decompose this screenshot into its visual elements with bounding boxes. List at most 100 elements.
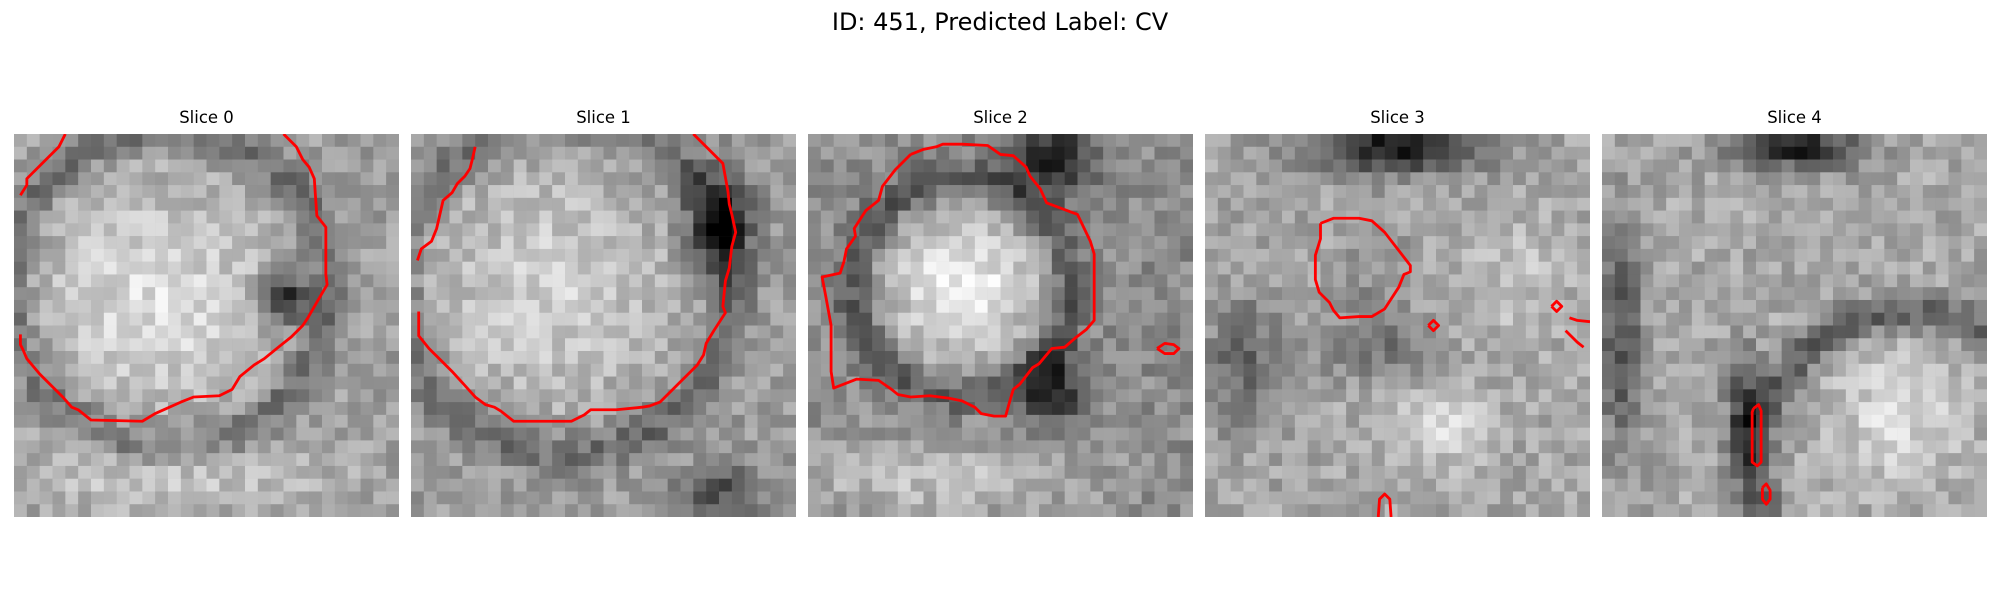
pixel-cell (616, 197, 630, 211)
pixel-cell (1154, 134, 1168, 148)
pixel-cell (1167, 325, 1181, 339)
pixel-cell (1602, 261, 1616, 275)
pixel-cell (859, 172, 873, 186)
pixel-cell (1217, 414, 1231, 428)
pixel-cell (462, 185, 476, 199)
pixel-cell (1359, 389, 1373, 403)
pixel-cell (744, 389, 758, 403)
pixel-cell (1320, 223, 1334, 237)
pixel-cell (808, 210, 822, 224)
pixel-cell (1974, 261, 1987, 275)
pixel-cell (39, 491, 53, 505)
pixel-cell (1384, 338, 1398, 352)
pixel-cell (1077, 274, 1091, 288)
pixel-cell (923, 478, 937, 492)
pixel-cell (706, 312, 720, 326)
pixel-cell (219, 376, 233, 390)
pixel-cell (1961, 312, 1975, 326)
pixel-cell (500, 478, 514, 492)
pixel-cell (1577, 402, 1590, 416)
pixel-cell (386, 351, 399, 365)
pixel-cell (1627, 325, 1641, 339)
pixel-cell (539, 236, 553, 250)
pixel-cell (949, 363, 963, 377)
pixel-cell (1961, 351, 1975, 365)
pixel-cell (770, 223, 784, 237)
pixel-cell (1000, 261, 1014, 275)
pixel-cell (808, 134, 822, 148)
pixel-cell (91, 491, 105, 505)
pixel-cell (283, 210, 297, 224)
pixel-cell (833, 299, 847, 313)
pixel-cell (885, 453, 899, 467)
pixel-cell (1935, 414, 1949, 428)
pixel-cell (744, 363, 758, 377)
pixel-cell (808, 248, 822, 262)
pixel-cell (270, 134, 284, 148)
pixel-cell (142, 453, 156, 467)
pixel-cell (180, 197, 194, 211)
pixel-cell (1768, 478, 1782, 492)
pixel-cell (1948, 236, 1962, 250)
pixel-cell (693, 159, 707, 173)
pixel-cell (373, 504, 387, 517)
pixel-cell (411, 414, 425, 428)
pixel-cell (1090, 427, 1104, 441)
pixel-cell (577, 299, 591, 313)
pixel-cell (1000, 134, 1014, 148)
pixel-cell (1256, 210, 1270, 224)
pixel-cell (14, 274, 28, 288)
pixel-cell (1256, 299, 1270, 313)
pixel-cell (1653, 223, 1667, 237)
pixel-cell (1794, 146, 1808, 160)
pixel-cell (1116, 465, 1130, 479)
pixel-cell (1397, 325, 1411, 339)
slice-panel-3: Slice 3 (1205, 108, 1590, 520)
pixel-cell (808, 453, 822, 467)
pixel-cell (360, 172, 374, 186)
pixel-cell (1282, 185, 1296, 199)
pixel-cell (603, 287, 617, 301)
pixel-cell (885, 478, 899, 492)
pixel-cell (78, 478, 92, 492)
pixel-cell (1217, 363, 1231, 377)
pixel-cell (1320, 236, 1334, 250)
pixel-cell (1423, 504, 1437, 517)
pixel-cell (347, 376, 361, 390)
pixel-cell (78, 491, 92, 505)
pixel-cell (1346, 376, 1360, 390)
pixel-cell (462, 338, 476, 352)
pixel-cell (1974, 223, 1987, 237)
pixel-cell (1807, 299, 1821, 313)
pixel-cell (411, 427, 425, 441)
pixel-cell (603, 465, 617, 479)
pixel-cell (423, 376, 437, 390)
pixel-cell (1935, 338, 1949, 352)
pixel-cell (296, 197, 310, 211)
pixel-cell (488, 453, 502, 467)
pixel-cell (1230, 312, 1244, 326)
pixel-cell (283, 440, 297, 454)
pixel-cell (219, 236, 233, 250)
pixel-cell (1666, 402, 1680, 416)
pixel-cell (1577, 261, 1590, 275)
pixel-cell (373, 414, 387, 428)
contour-line (1569, 316, 1590, 324)
pixel-cell (309, 427, 323, 441)
pixel-cell (1653, 134, 1667, 148)
pixel-cell (820, 223, 834, 237)
pixel-cell (436, 274, 450, 288)
pixel-cell (129, 338, 143, 352)
pixel-cell (193, 236, 207, 250)
pixel-cell (1294, 414, 1308, 428)
pixel-cell (436, 248, 450, 262)
pixel-cell (1513, 236, 1527, 250)
pixel-cell (706, 376, 720, 390)
pixel-cell (1205, 389, 1219, 403)
pixel-cell (667, 440, 681, 454)
slice-image-4 (1602, 134, 1987, 517)
pixel-cell (1410, 465, 1424, 479)
slice-1-canvas (411, 134, 796, 517)
pixel-cell (1167, 363, 1181, 377)
pixel-cell (1461, 223, 1475, 237)
